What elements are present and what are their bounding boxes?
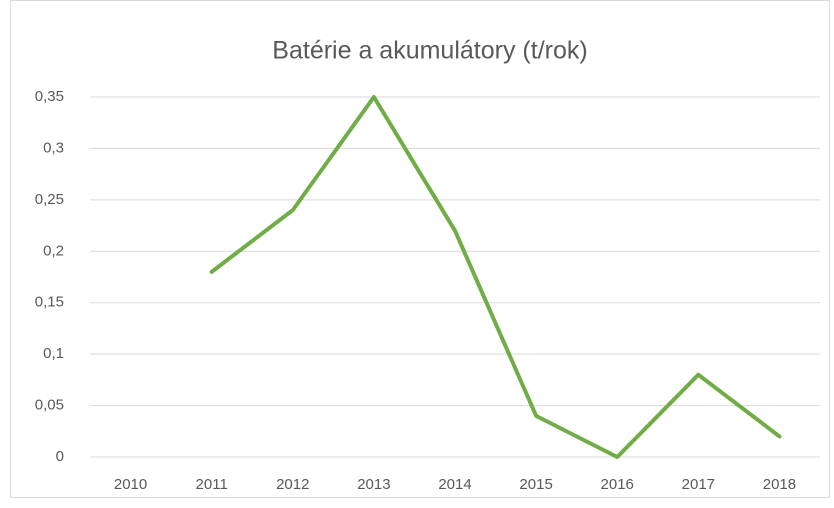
chart-title: Batérie a akumulátory (t/rok): [272, 37, 587, 65]
x-tick-label: 2010: [114, 476, 147, 493]
chart-border: [10, 0, 830, 498]
y-tick-label: 0,2: [43, 242, 64, 259]
x-tick-label: 2011: [196, 476, 228, 493]
x-tick-label: 2014: [438, 476, 471, 493]
y-tick-label: 0,25: [35, 191, 64, 208]
y-tick-label: 0: [56, 448, 64, 465]
y-tick-label: 0,3: [43, 139, 64, 156]
x-tick-label: 2018: [763, 476, 796, 493]
y-tick-label: 0,15: [35, 294, 64, 311]
series-line: [209, 95, 782, 459]
x-tick-label: 2016: [601, 476, 634, 493]
x-tick-label: 2013: [357, 476, 390, 493]
y-tick-label: 0,05: [35, 397, 64, 414]
y-tick-label: 0,1: [43, 345, 64, 362]
x-tick-label: 2015: [519, 476, 552, 493]
x-tick-label: 2017: [682, 476, 715, 493]
x-tick-label: 2012: [276, 476, 309, 493]
y-tick-label: 0,35: [35, 88, 64, 105]
